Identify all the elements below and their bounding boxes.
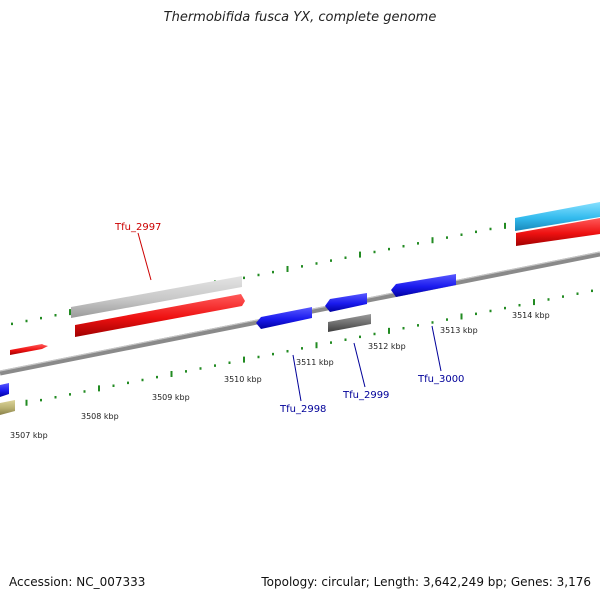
scale-minor-tick (54, 395, 57, 399)
scale-minor-tick (301, 265, 303, 268)
scale-minor-tick (156, 375, 158, 379)
scale-minor-tick (330, 341, 332, 344)
tick-label: 3514 kbp (512, 311, 550, 320)
scale-minor-tick (199, 367, 202, 370)
scale-minor-tick (562, 295, 564, 298)
scale-minor-tick (431, 321, 434, 324)
scale-major-tick (170, 370, 173, 377)
gene-label-tfu2998[interactable]: Tfu_2998 (279, 404, 326, 415)
gene-feature-grey[interactable] (71, 276, 242, 318)
gene-features (0, 202, 600, 415)
scale-minor-tick (40, 398, 42, 402)
gene-label-tfu2999[interactable]: Tfu_2999 (342, 390, 389, 401)
scale-minor-tick (54, 313, 57, 317)
gene-label-leaders (137, 232, 442, 402)
scale-major-tick (315, 342, 318, 349)
gene-label-tfu2997[interactable]: Tfu_2997 (114, 222, 161, 233)
scale-minor-tick (286, 349, 289, 353)
scale-major-tick (69, 309, 71, 316)
tick-label: 3510 kbp (224, 375, 262, 384)
scale-minor-tick (504, 306, 506, 310)
scale-major-tick (98, 385, 100, 392)
gene-feature-tfu3000[interactable] (391, 274, 456, 297)
gene-feature-khaki-left[interactable] (0, 400, 15, 415)
scale-minor-tick (388, 247, 390, 251)
scale-minor-tick (417, 242, 419, 245)
scale-minor-tick (591, 289, 593, 293)
tick-label: 3509 kbp (152, 393, 190, 402)
scale-minor-tick (330, 259, 332, 262)
scale-minor-tick (373, 332, 376, 336)
scale-minor-tick (127, 381, 129, 385)
scale-minor-tick (11, 322, 13, 326)
tick-label: 3513 kbp (440, 326, 478, 335)
scale-minor-tick (460, 233, 463, 236)
scale-minor-tick (83, 390, 86, 393)
gene-labels: Tfu_2997 Tfu_2998 Tfu_2999 Tfu_3000 (114, 222, 464, 415)
scale-minor-tick (214, 364, 216, 367)
scale-minor-tick (576, 292, 579, 295)
scale-minor-tick (257, 273, 260, 277)
scale-minor-tick (446, 236, 448, 239)
scale-major-tick (460, 313, 463, 320)
scale-minor-tick (359, 335, 361, 339)
gene-feature-dark[interactable] (328, 314, 371, 332)
scale-minor-tick (185, 370, 187, 373)
scale-minor-tick (446, 318, 448, 321)
scale-minor-tick (475, 230, 477, 234)
scale-minor-tick (402, 244, 405, 248)
scale-minor-tick (228, 361, 231, 364)
scale-major-tick (533, 299, 535, 306)
gene-feature-cyan[interactable] (515, 202, 600, 231)
gene-feature-tfu2999[interactable] (325, 293, 367, 312)
scale-minor-tick (315, 262, 318, 265)
gene-label-tfu3000[interactable]: Tfu_3000 (417, 374, 464, 385)
genome-title: Thermobifida fusca YX, complete genome (163, 10, 437, 25)
scale-minor-tick (402, 326, 405, 330)
scale-minor-tick (518, 303, 521, 307)
scale-major-tick (359, 251, 361, 258)
scale-major-tick (504, 222, 506, 229)
scale-minor-tick (301, 347, 303, 350)
tick-label: 3511 kbp (296, 358, 334, 367)
scale-major-tick (431, 237, 434, 244)
gene-feature-blue-left[interactable] (0, 383, 9, 397)
scale-minor-tick (272, 352, 274, 356)
gene-feature-red-left[interactable] (10, 344, 48, 355)
scale-minor-tick (257, 355, 260, 359)
scale-minor-tick (547, 298, 550, 301)
scale-minor-tick (25, 319, 28, 323)
tick-label: 3512 kbp (368, 342, 406, 351)
scale-tick-labels: 3507 kbp 3508 kbp 3509 kbp 3510 kbp 3511… (10, 311, 550, 440)
scale-major-tick (243, 356, 245, 363)
gene-feature-red-tfu2997[interactable] (75, 294, 245, 337)
gene-feature-tfu2998[interactable] (256, 307, 312, 329)
tick-label: 3507 kbp (10, 431, 48, 440)
scale-minor-tick (489, 309, 492, 313)
scale-minor-tick (112, 384, 115, 387)
gene-feature-red-right[interactable] (516, 218, 600, 246)
scale-minor-tick (141, 378, 144, 382)
scale-major-tick (388, 327, 390, 334)
scale-minor-tick (69, 393, 71, 396)
scale-minor-tick (40, 316, 42, 320)
tick-label: 3508 kbp (81, 412, 119, 421)
scale-minor-tick (373, 250, 376, 254)
accession-text: Accession: NC_007333 (9, 575, 146, 589)
scale-minor-tick (344, 338, 347, 341)
scale-major-tick (25, 399, 28, 406)
scale-minor-tick (243, 276, 245, 280)
scale-minor-tick (475, 312, 477, 316)
genome-stats-text: Topology: circular; Length: 3,642,249 bp… (261, 575, 591, 589)
scale-minor-tick (417, 324, 419, 327)
scale-major-tick (286, 265, 289, 272)
scale-minor-tick (344, 256, 347, 259)
scale-minor-tick (489, 227, 492, 231)
scale-minor-tick (272, 270, 274, 274)
